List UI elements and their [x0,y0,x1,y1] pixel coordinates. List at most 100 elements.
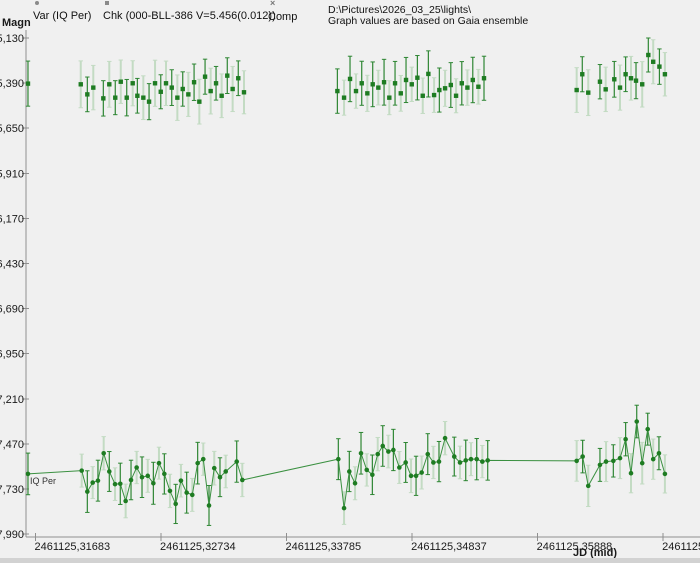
data-point-circle [375,451,381,457]
data-point-circle [178,478,184,483]
data-point-square [365,91,370,96]
data-point-square [453,93,459,98]
legend-item-comp: × Comp [268,0,298,25]
data-point-circle [457,460,463,465]
data-point-circle [234,459,240,464]
x-tick-label: 2461125,32734 [160,541,236,553]
comp-x-icon: × [270,0,276,8]
data-point-circle [485,458,491,463]
data-point-square [152,81,158,86]
data-point-circle [474,456,480,462]
data-point-square [78,82,83,87]
data-point-circle [656,450,662,456]
data-point-square [101,96,106,101]
data-point-circle [106,469,112,474]
data-point-circle [603,459,609,464]
data-point-circle [79,468,85,473]
data-point-circle [431,460,436,465]
data-point-square [353,88,359,94]
data-point-circle [139,474,145,480]
data-point-square [580,72,585,77]
data-point-square [191,80,197,85]
data-point-circle [85,489,90,494]
data-point-circle [95,478,101,483]
x-tick-label: 2461125,33785 [286,541,362,553]
y-tick-label: 7,990 [0,529,24,541]
data-point-square [241,90,247,95]
data-point-square [470,77,475,83]
data-point-circle [370,472,375,478]
data-point-square [113,95,118,100]
data-point-circle [628,470,634,476]
data-point-circle [240,477,245,483]
data-point-square [341,95,347,100]
data-point-circle [117,481,123,487]
chk-series [25,37,668,125]
data-point-circle [200,456,206,462]
data-point-square [163,81,169,86]
data-point-square [657,64,662,69]
data-point-square [651,59,656,64]
y-tick-label: 6,690 [0,304,24,316]
data-point-square [186,92,191,97]
data-point-circle [650,456,656,462]
data-point-circle [645,426,651,432]
data-point-square [376,85,381,90]
data-point-circle [162,471,167,477]
data-point-circle [617,455,623,461]
data-point-circle [639,460,645,466]
data-point-square [359,81,364,86]
data-point-circle [184,490,189,495]
data-point-circle [597,462,603,468]
data-point-circle [480,459,485,464]
data-point-square [442,86,448,91]
gaia-ensemble-note: Graph values are based on Gaia ensemble [328,15,529,27]
data-point-square [135,93,140,98]
legend-label-comp: Comp [268,11,298,23]
data-point-square [236,76,241,81]
y-tick-label: 7,210 [0,394,24,406]
data-point-circle [580,454,585,459]
x-tick-label: 2461125, [662,541,700,553]
data-point-square [169,85,174,90]
var-star-annotation: IQ Per [30,476,57,486]
data-point-circle [167,488,173,494]
data-point-square [646,52,651,58]
data-point-square [403,77,409,83]
data-point-square [586,90,591,95]
data-point-square [124,95,129,100]
x-axis-title: JD (mid) [573,547,617,559]
data-point-square [633,78,639,83]
data-point-square [146,99,152,104]
data-point-circle [442,435,448,441]
data-point-square [225,73,230,78]
data-point-circle [206,503,212,508]
data-point-circle [195,460,200,466]
legend-item-var: Var (IQ Per) [33,1,91,24]
data-point-square [409,82,414,87]
data-point-circle [463,458,469,463]
y-tick-label: 6,430 [0,259,24,271]
data-point-square [420,93,425,98]
data-point-square [230,86,235,92]
data-point-circle [336,456,341,462]
data-point-square [640,82,645,87]
data-point-square [476,84,481,89]
data-point-square [481,76,487,81]
data-point-circle [128,477,134,483]
x-tick-label: 2461125,31683 [35,541,111,553]
data-point-square [118,79,123,84]
data-point-square [107,82,112,87]
data-point-square [617,85,623,90]
data-point-circle [145,473,151,479]
data-point-circle [25,471,31,477]
data-point-circle [611,458,616,464]
data-point-circle [90,480,95,485]
data-point-circle [403,460,408,465]
data-point-square [437,87,442,93]
data-point-circle [364,467,370,473]
data-point-circle [151,480,156,486]
series-line [27,421,666,509]
